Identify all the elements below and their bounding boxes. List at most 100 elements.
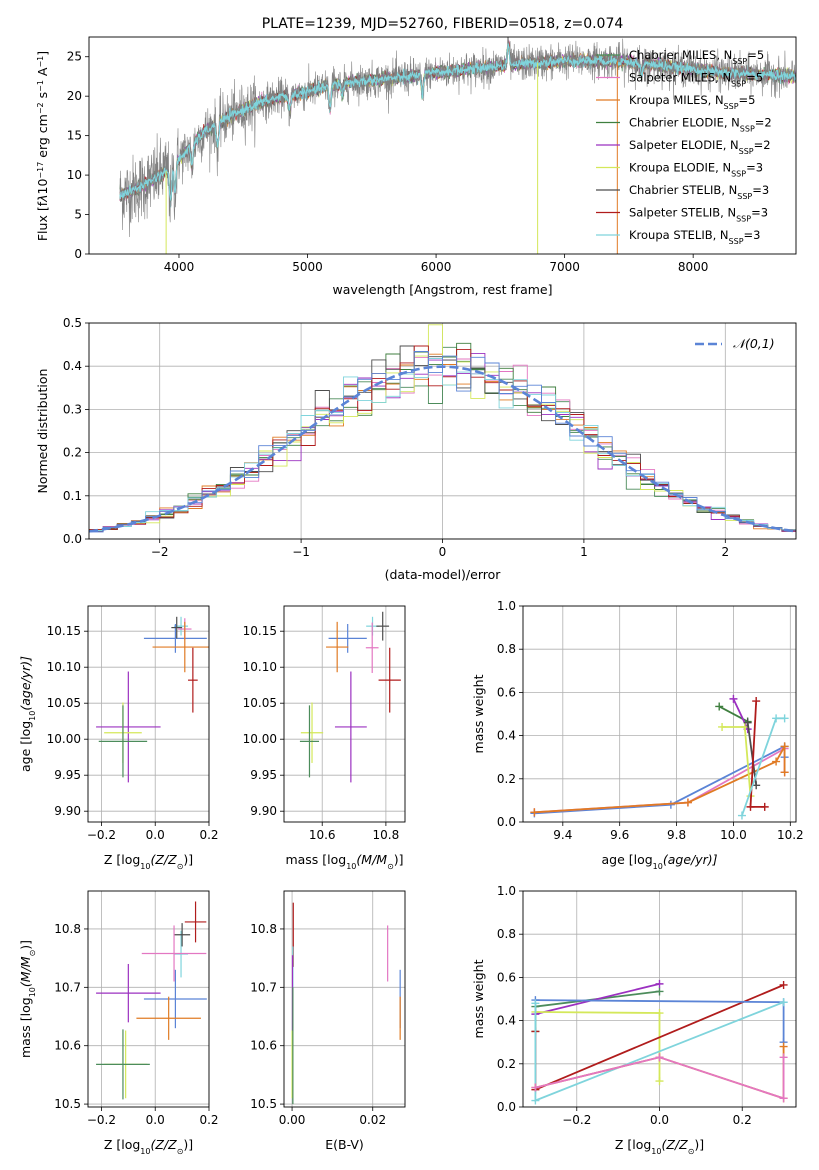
- y-axis-label: Flux [fλ10−17 erg cm−2 s−1 A−1]: [35, 51, 50, 241]
- x-tick-label: −0.2: [87, 828, 116, 842]
- label-part: =3: [751, 206, 768, 220]
- x-tick-label: 0.2: [199, 1113, 218, 1127]
- plot-area: [523, 891, 796, 1107]
- weight-point-marker: [746, 802, 755, 811]
- legend-entry: Kroupa MILES, NSSP=5: [629, 93, 755, 111]
- weight-series-line: [535, 1056, 785, 1100]
- legend-entry: 𝒩(0,1): [733, 336, 775, 351]
- x-axis-label: mass [log10(M/M⊙)]: [285, 852, 403, 871]
- x-tick-label: 10.0: [720, 828, 747, 842]
- legend-entry: Salpeter STELIB, NSSP=3: [629, 206, 768, 224]
- y-tick-label: 9.90: [54, 804, 81, 818]
- weight-point-marker: [780, 714, 789, 723]
- label-part: SSP: [731, 79, 746, 88]
- weight-point-marker: [760, 802, 769, 811]
- weight-series-line: [732, 698, 749, 730]
- weight-series-line: [722, 726, 752, 797]
- plot-area: [523, 606, 796, 822]
- y-tick-label: 10.00: [47, 732, 81, 746]
- axes-weight_vs_age: 9.4 9.6 9.8 10.0 10.2 0.0 0.2 0.4 0.6 0.8 1.0: [497, 599, 804, 842]
- weight-point-marker: [531, 1083, 540, 1092]
- label-part: 10: [140, 862, 150, 871]
- x-tick-label: 0: [439, 545, 447, 559]
- label-part: 10: [653, 862, 663, 871]
- label-part: (age/yr)]: [663, 852, 718, 867]
- weight-point-marker: [530, 808, 539, 817]
- label-part: )]: [394, 852, 404, 867]
- x-tick-label: 0.0: [650, 1113, 669, 1127]
- y-tick-label: 0.0: [497, 815, 516, 829]
- x-tick-label: 7000: [549, 260, 580, 274]
- label-part: =3: [744, 228, 761, 242]
- axes-residuals: −2 −1 0 1 2 0.0 0.1 0.2 0.3 0.4 0.5: [63, 316, 797, 559]
- label-part: =5: [747, 48, 764, 62]
- legend-entry: Kroupa STELIB, NSSP=3: [629, 228, 760, 246]
- label-part: SSP: [729, 237, 744, 246]
- label-part: (Z/Z: [150, 852, 177, 867]
- x-axis-label: age [log10(age/yr)]: [601, 852, 717, 871]
- x-axis-label: Z [log10(Z/Z⊙)]: [104, 852, 193, 871]
- weight-series-line: [535, 1011, 661, 1082]
- label-part: 10: [35, 179, 50, 195]
- label-part: erg cm: [35, 114, 50, 162]
- label-part: =5: [746, 71, 763, 85]
- y-tick-label: 10.05: [243, 696, 277, 710]
- x-axis-label: E(B-V): [325, 1137, 364, 1152]
- x-tick-label: 0.2: [199, 828, 218, 842]
- y-tick-label: 0.2: [63, 446, 82, 460]
- weight-point-marker: [737, 811, 746, 820]
- y-tick-label: 0.4: [497, 729, 516, 743]
- x-tick-label: 10.2: [777, 828, 804, 842]
- x-tick-label: 10.6: [309, 828, 336, 842]
- y-tick-label: 0.8: [497, 927, 516, 941]
- axes-age_vs_Z: −0.2 0.0 0.2 9.90 9.95 10.00 10.05 10.10 10.15: [47, 605, 219, 842]
- y-tick-label: 1.0: [497, 599, 516, 613]
- legend-entry: Chabrier ELODIE, NSSP=2: [629, 116, 772, 134]
- weight-point-marker: [683, 798, 692, 807]
- weight-point-marker: [779, 1053, 788, 1062]
- label-part: age [log: [18, 721, 33, 772]
- label-part: 10: [651, 1147, 661, 1156]
- label-part: )]: [183, 852, 193, 867]
- label-part: 10: [28, 987, 37, 997]
- y-tick-label: 10.05: [47, 696, 81, 710]
- y-tick-label: 5: [74, 208, 82, 222]
- label-part: Z [log: [104, 852, 140, 867]
- y-tick-label: 0.6: [497, 970, 516, 984]
- legend-entry: Salpeter MILES, NSSP=5: [629, 71, 763, 89]
- x-tick-label: −2: [151, 545, 169, 559]
- weight-point-marker: [752, 697, 761, 706]
- label-part: Z [log: [104, 1137, 140, 1152]
- weight-series-line: [535, 983, 660, 1015]
- weight-point-marker: [655, 1009, 664, 1018]
- x-axis-label: Z [log10(Z/Z⊙)]: [615, 1137, 704, 1156]
- y-tick-label: 0.5: [63, 316, 82, 330]
- label-part: 10: [28, 711, 37, 721]
- label-part: −1: [36, 80, 45, 92]
- y-tick-label: 10.8: [54, 922, 81, 936]
- y-tick-label: 0.8: [497, 642, 516, 656]
- x-axis-label: Z [log10(Z/Z⊙)]: [104, 1137, 193, 1156]
- axes-frame: [283, 605, 406, 823]
- plot-area: [119, 37, 796, 254]
- label-part: SSP: [739, 147, 754, 156]
- weight-point-marker: [655, 987, 664, 996]
- axes-mass_vs_Z: −0.2 0.0 0.2 10.5 10.6 10.7 10.8: [54, 890, 219, 1127]
- axes-mass_vs_ebv: 0.00 0.02 10.5 10.6 10.7 10.8: [250, 890, 406, 1127]
- y-tick-label: 9.90: [250, 804, 277, 818]
- y-axis-label: Normed distribution: [35, 369, 50, 494]
- axes-frame: [283, 890, 406, 1108]
- plot-area: [89, 323, 796, 539]
- x-tick-label: 0.0: [146, 1113, 165, 1127]
- legend-entry: Salpeter ELODIE, NSSP=2: [629, 138, 771, 156]
- label-part: Kroupa ELODIE, N: [629, 161, 731, 175]
- label-part: SSP: [740, 124, 755, 133]
- x-tick-label: 9.4: [553, 828, 572, 842]
- y-tick-label: 10.15: [243, 624, 277, 638]
- y-tick-label: 9.95: [250, 768, 277, 782]
- y-tick-label: 0.3: [63, 402, 82, 416]
- axes-frame: [88, 36, 797, 255]
- label-part: ⊙: [688, 1147, 695, 1156]
- x-axis-label: wavelength [Angstrom, rest frame]: [332, 282, 552, 297]
